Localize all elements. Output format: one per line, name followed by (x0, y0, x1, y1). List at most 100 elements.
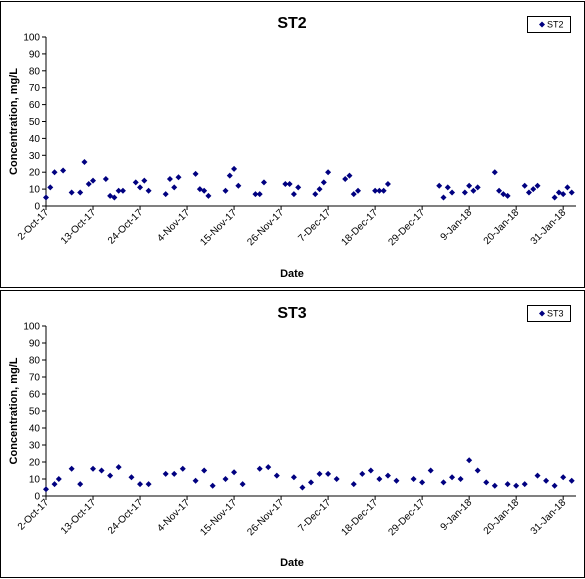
data-point (256, 465, 263, 472)
data-point (564, 184, 571, 191)
legend-box (527, 16, 571, 33)
data-point (85, 181, 92, 188)
data-point (530, 186, 537, 193)
data-point (201, 467, 208, 474)
data-point (175, 174, 182, 181)
data-point (166, 175, 173, 182)
data-point (107, 472, 114, 479)
data-point (192, 477, 199, 484)
data-point (239, 481, 246, 488)
data-point (384, 181, 391, 188)
y-tick-label: 0 (34, 202, 40, 213)
data-point (440, 479, 447, 486)
y-tick-label: 80 (29, 356, 41, 367)
data-point (350, 191, 357, 198)
data-point (474, 184, 481, 191)
data-point (162, 470, 169, 477)
data-point (192, 170, 199, 177)
data-point (325, 169, 332, 176)
data-point (359, 470, 366, 477)
data-point (286, 181, 293, 188)
data-point (521, 182, 528, 189)
legend-label: ST2 (547, 20, 564, 30)
y-tick-label: 70 (29, 83, 41, 94)
data-point (376, 476, 383, 482)
data-point (252, 191, 259, 198)
data-point (393, 477, 400, 484)
data-point (226, 172, 233, 179)
data-point (355, 187, 362, 194)
data-point (77, 481, 84, 488)
chart-title: ST3 (277, 305, 306, 322)
y-tick-label: 20 (29, 458, 41, 469)
data-point (47, 184, 54, 191)
data-point (372, 187, 379, 194)
data-point (111, 194, 118, 201)
y-tick-label: 50 (29, 117, 41, 128)
data-point (504, 481, 511, 488)
data-point (290, 191, 297, 198)
y-axis-label: Concentration, mg/L (8, 357, 20, 464)
data-point (466, 457, 473, 464)
data-point (491, 169, 498, 176)
data-point (474, 467, 481, 474)
y-tick-label: 0 (34, 492, 40, 503)
y-axis-label: Concentration, mg/L (8, 68, 20, 175)
data-point (295, 184, 302, 191)
data-point (115, 464, 122, 471)
data-point (81, 159, 88, 166)
data-point (171, 470, 178, 477)
y-tick-label: 60 (29, 390, 41, 401)
data-point (316, 186, 323, 193)
data-point (145, 187, 152, 194)
data-point (440, 194, 447, 201)
data-point (320, 179, 327, 186)
data-point (43, 194, 49, 201)
y-tick-label: 30 (29, 151, 41, 162)
data-point (60, 167, 67, 174)
chart-title: ST2 (277, 15, 306, 32)
data-point (265, 464, 272, 471)
data-point (461, 189, 468, 196)
data-point (543, 477, 550, 484)
data-point (299, 484, 306, 491)
y-tick-label: 40 (29, 134, 41, 145)
data-point (222, 187, 229, 194)
data-point (491, 482, 498, 489)
data-point (325, 470, 332, 477)
data-point (504, 192, 511, 199)
legend-marker (539, 21, 545, 28)
data-point (132, 179, 139, 186)
data-point (380, 187, 387, 194)
y-tick-label: 80 (29, 66, 41, 77)
data-point (483, 479, 490, 486)
data-point (68, 465, 75, 472)
data-point (282, 181, 289, 188)
data-point (137, 481, 144, 488)
data-point (333, 476, 340, 482)
data-point (560, 474, 567, 481)
data-point (115, 187, 122, 194)
data-point (350, 481, 357, 488)
data-point (466, 182, 473, 189)
data-point (568, 189, 575, 196)
data-point (470, 187, 477, 194)
data-point (560, 191, 567, 198)
data-point (98, 467, 105, 474)
data-point (496, 187, 503, 194)
data-point (137, 184, 144, 191)
data-point (521, 481, 528, 488)
data-point (534, 182, 541, 189)
data-point (145, 481, 152, 488)
data-point (410, 476, 417, 482)
chart-frame (0, 1, 585, 288)
data-point (209, 482, 216, 489)
y-tick-label: 100 (23, 33, 40, 44)
data-point (179, 465, 186, 472)
data-point (449, 474, 456, 481)
data-point (222, 476, 229, 482)
data-point (162, 191, 169, 198)
